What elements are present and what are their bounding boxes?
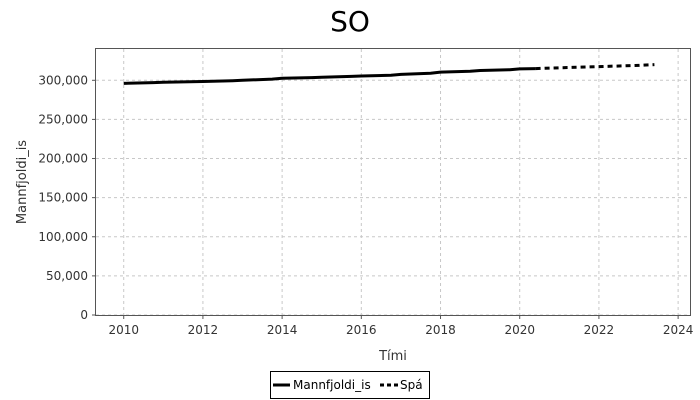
axis-ticks: 2010 2012 2014 2016 2018 2020 2022 2024 0 50,000 1…	[38, 73, 693, 337]
chart-title: SO	[330, 5, 370, 38]
y-tick-label: 100,000	[38, 230, 88, 244]
x-tick-label: 2022	[584, 323, 615, 337]
x-tick-label: 2014	[267, 323, 298, 337]
x-tick-label: 2016	[346, 323, 377, 337]
plot-area	[95, 48, 691, 316]
y-tick-label: 200,000	[38, 152, 88, 166]
x-axis-title: Tími	[378, 349, 407, 364]
x-tick-label: 2020	[504, 323, 535, 337]
series-line-0	[123, 67, 536, 85]
legend-label-mannfjoldi: Mannfjoldi_is	[293, 378, 371, 392]
y-tick-label: 150,000	[38, 191, 88, 205]
y-tick-label: 0	[80, 308, 88, 322]
series-lines	[123, 63, 655, 85]
x-tick-label: 2024	[663, 323, 694, 337]
legend: Mannfjoldi_is Spá	[270, 371, 430, 399]
legend-label-spa: Spá	[400, 378, 423, 392]
x-tick-label: 2012	[188, 323, 219, 337]
y-tick-label: 50,000	[46, 269, 88, 283]
gridlines	[96, 49, 690, 316]
y-axis-title: Mannfjoldi_is	[15, 140, 30, 224]
legend-box	[270, 371, 430, 399]
x-tick-label: 2018	[425, 323, 456, 337]
y-tick-label: 250,000	[38, 112, 88, 126]
y-tick-label: 300,000	[38, 73, 88, 87]
series-line-1	[535, 63, 655, 71]
x-tick-label: 2010	[108, 323, 139, 337]
